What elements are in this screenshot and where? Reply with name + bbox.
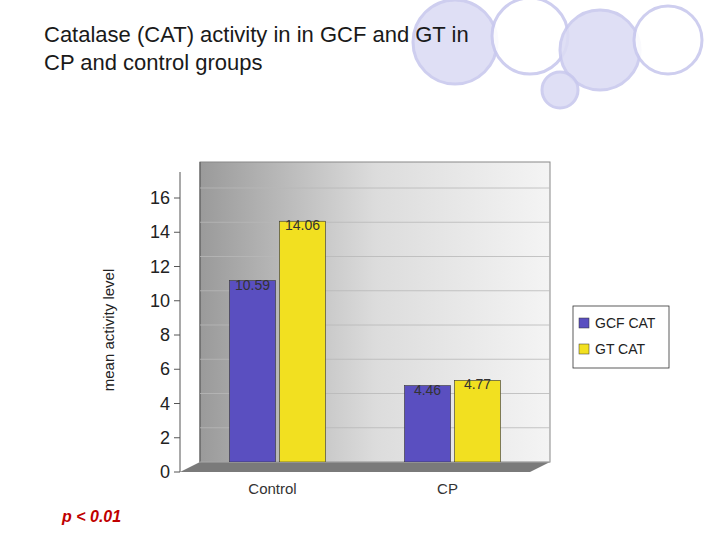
data-label: 10.59 <box>235 277 270 293</box>
y-tick-label: 8 <box>160 325 170 345</box>
legend-label: GT CAT <box>595 341 645 357</box>
tick-mark <box>174 266 180 267</box>
grid-line <box>200 256 550 257</box>
x-tick-label: Control <box>248 480 296 497</box>
y-tick-label: 4 <box>160 394 170 414</box>
y-tick-label: 2 <box>160 428 170 448</box>
tick-mark <box>174 232 180 233</box>
tick-mark <box>174 437 180 438</box>
grid-line <box>200 188 550 189</box>
tick-mark <box>174 369 180 370</box>
y-tick-label: 6 <box>160 359 170 379</box>
x-tick-label: CP <box>437 480 458 497</box>
chart: Catalase (CAT) activity in in GCF and GT… <box>0 0 720 540</box>
bars <box>230 221 501 462</box>
data-label: 14.06 <box>285 217 320 233</box>
tick-mark <box>174 472 180 473</box>
tick-mark <box>174 198 180 199</box>
grid-line <box>200 222 550 223</box>
data-label: 4.77 <box>464 376 491 392</box>
legend-swatch <box>579 344 589 354</box>
y-tick-label: 16 <box>150 188 170 208</box>
tick-mark <box>174 403 180 404</box>
data-labels: 10.59 4.46 14.06 4.77 <box>235 217 491 397</box>
legend-label: GCF CAT <box>595 315 656 331</box>
y-axis-line <box>200 162 201 462</box>
y-axis-front <box>180 172 181 472</box>
title-line: CP and control groups <box>44 50 263 75</box>
decor-circle <box>492 0 568 74</box>
title: Catalase (CAT) activity in in GCF and GT… <box>44 22 469 75</box>
legend-swatch <box>579 318 589 328</box>
plot-floor <box>180 462 550 472</box>
decor-circle <box>542 72 578 108</box>
data-label: 4.46 <box>414 382 441 398</box>
bar <box>280 221 326 462</box>
tick-mark <box>174 300 180 301</box>
y-tick-label: 0 <box>160 462 170 482</box>
y-tick-label: 10 <box>150 291 170 311</box>
decor-circle <box>634 6 702 74</box>
title-line: Catalase (CAT) activity in in GCF and GT… <box>44 22 469 47</box>
bar <box>230 281 276 462</box>
y-tick-label: 12 <box>150 257 170 277</box>
bar <box>455 380 501 462</box>
y-axis-label: mean activity level <box>100 269 117 392</box>
annotation: p < 0.01 <box>61 508 121 525</box>
plot-wall <box>200 162 550 462</box>
y-tick-label: 14 <box>150 222 170 242</box>
legend-box <box>573 306 669 368</box>
tick-mark <box>174 335 180 336</box>
